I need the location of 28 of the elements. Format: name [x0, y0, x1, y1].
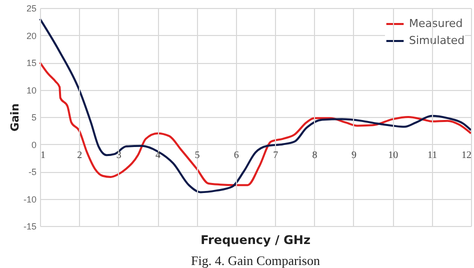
x-tick-label: 8 [312, 150, 318, 161]
x-tick-label: 10 [388, 150, 398, 161]
y-axis-title: Gain [8, 103, 22, 132]
y-tick-label: -5 [28, 167, 36, 177]
y-tick-label: -15 [23, 222, 36, 232]
line-series [39, 62, 472, 186]
y-tick-label: 5 [31, 112, 36, 122]
x-tick-label: 3 [116, 150, 122, 161]
x-tick-label: 2 [77, 150, 82, 161]
legend-label: Measured [409, 17, 463, 30]
y-tick-label: -10 [23, 194, 36, 204]
x-tick-label: 9 [351, 150, 356, 161]
y-tick-label: 15 [26, 58, 36, 68]
x-tick-label: 1 [40, 150, 46, 161]
caption: Fig. 4. Gain Comparison [191, 253, 320, 268]
x-tick-label: 7 [273, 150, 278, 161]
y-tick-label: 25 [26, 4, 36, 14]
x-tick-label: 12 [462, 150, 472, 161]
y-tick-label: 10 [26, 85, 36, 96]
x-axis-title: Frequency / GHz [200, 233, 310, 247]
x-tick-label: 11 [428, 150, 438, 161]
y-tick-label: 0 [31, 140, 36, 150]
legend-label: Simulated [409, 34, 465, 47]
line-series [39, 18, 472, 194]
y-tick-label: 20 [26, 30, 36, 41]
x-tick-label: 4 [156, 150, 161, 161]
x-tick-label: 5 [194, 150, 200, 161]
x-tick-label: 6 [234, 150, 239, 161]
